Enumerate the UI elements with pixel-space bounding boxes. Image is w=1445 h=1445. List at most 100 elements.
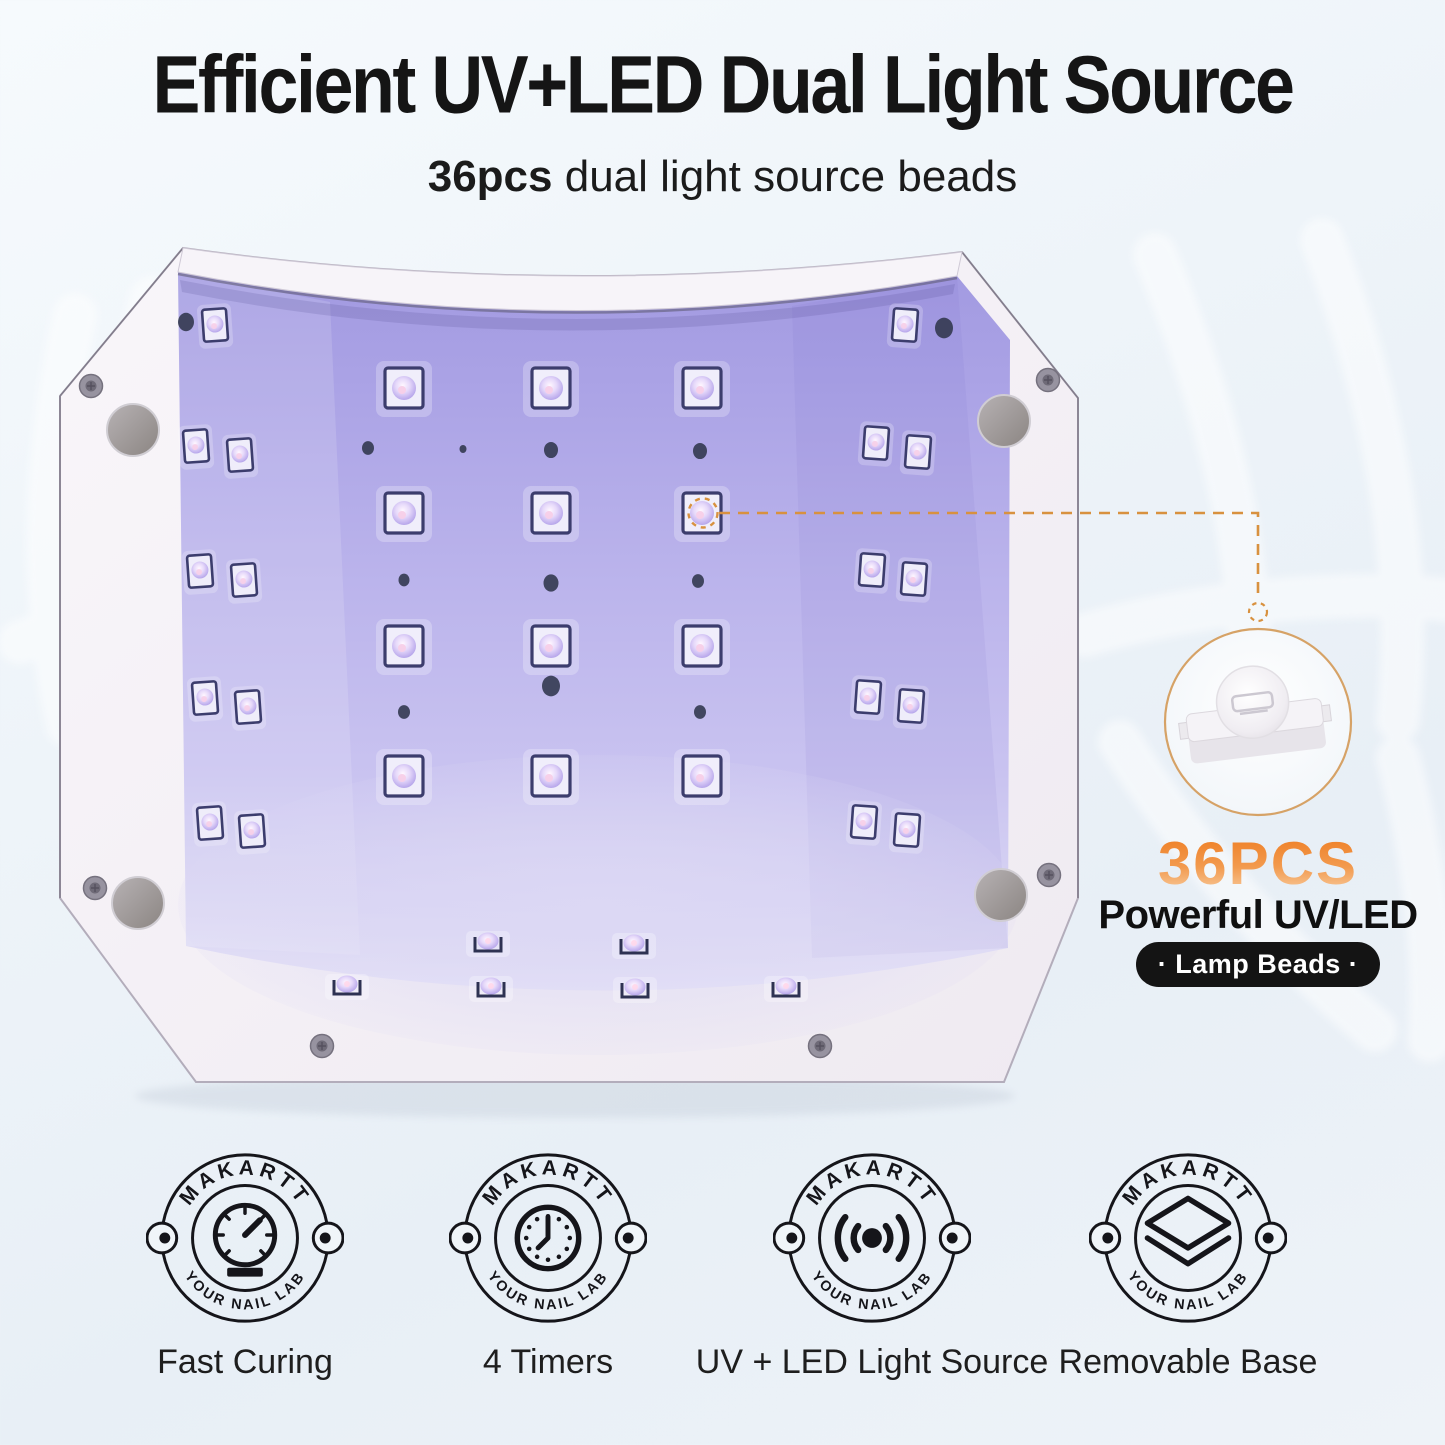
rim-slot-line bbox=[177, 272, 958, 314]
lamp-shadow bbox=[135, 1074, 1015, 1118]
led-bead bbox=[229, 685, 267, 731]
led-bead bbox=[376, 361, 432, 417]
led-bead bbox=[376, 486, 432, 542]
led-chip-illustration bbox=[1178, 665, 1332, 764]
led-bead bbox=[674, 619, 730, 675]
led-bead bbox=[376, 619, 432, 675]
led-bead bbox=[674, 361, 730, 417]
feature-1: MAKARTT YOUR NAIL LAB Fast Curing bbox=[120, 1139, 370, 1382]
page-title: Efficient UV+LED Dual Light Source bbox=[152, 38, 1295, 131]
callout-end-ring bbox=[1247, 601, 1269, 623]
vent-dot bbox=[692, 574, 704, 588]
subtitle-rest: dual light source beads bbox=[552, 152, 1018, 201]
magnet bbox=[977, 394, 1031, 448]
vent-dot bbox=[693, 442, 707, 460]
vent-dot bbox=[178, 312, 194, 332]
led-bead bbox=[523, 619, 579, 675]
callout-source-ring bbox=[687, 497, 719, 529]
stamp-brand-text: MAKARTT bbox=[1118, 1156, 1258, 1209]
led-bead bbox=[177, 424, 215, 470]
screw bbox=[309, 1033, 335, 1059]
stamp-brand-text: MAKARTT bbox=[478, 1156, 618, 1209]
stamp-inner-ring bbox=[1134, 1184, 1242, 1292]
screw bbox=[807, 1033, 833, 1059]
stamp-inner-ring bbox=[818, 1184, 926, 1292]
led-count-graphic: 36PCS bbox=[1158, 830, 1358, 897]
led-bead bbox=[221, 433, 259, 479]
callout-headline: Powerful UV/LED bbox=[1098, 893, 1418, 937]
lamp-hardware bbox=[78, 367, 1062, 1059]
vent-dot bbox=[542, 675, 560, 697]
led-bead bbox=[888, 808, 926, 854]
cavity-floor-glow bbox=[178, 755, 1018, 1055]
vent-dot bbox=[544, 441, 558, 459]
screw bbox=[1035, 367, 1061, 393]
lamp-beads-pill-wrap: · Lamp Beads · bbox=[1028, 942, 1445, 987]
callout-dashed-line bbox=[719, 511, 1260, 598]
vent-dot bbox=[694, 705, 706, 719]
lamp-led-beads bbox=[177, 303, 937, 1003]
led-bead bbox=[376, 749, 432, 805]
led-bead bbox=[233, 809, 271, 855]
feature-2: MAKARTT YOUR NAIL LAB 4 Timers bbox=[423, 1139, 673, 1382]
stamp-inner-ring bbox=[191, 1184, 299, 1292]
rim-inner-shadow bbox=[180, 280, 955, 331]
led-bead bbox=[186, 676, 224, 722]
screw bbox=[1036, 862, 1062, 888]
vent-dot bbox=[935, 317, 953, 339]
lamp-top-rim bbox=[177, 247, 963, 312]
stamp-brand-text: MAKARTT bbox=[802, 1156, 942, 1209]
led-bead bbox=[325, 974, 369, 1000]
led-bead bbox=[849, 675, 887, 721]
feature-4: MAKARTT YOUR NAIL LAB Removable Base bbox=[1059, 1139, 1317, 1382]
vent-dot bbox=[398, 705, 410, 719]
led-bead bbox=[857, 421, 895, 467]
vent-dot bbox=[362, 441, 374, 455]
magnet bbox=[974, 868, 1028, 922]
vent-dot bbox=[398, 573, 410, 587]
led-bead bbox=[853, 548, 891, 594]
led-bead bbox=[886, 303, 924, 349]
feature-3: MAKARTT YOUR NAIL LAB UV + LED Light Sourc… bbox=[696, 1139, 1048, 1382]
speedometer-icon bbox=[212, 1202, 278, 1277]
led-bead bbox=[225, 558, 263, 604]
vent-dot bbox=[543, 574, 559, 592]
left-wall-highlight bbox=[178, 272, 360, 955]
magnet bbox=[111, 876, 165, 930]
led-bead bbox=[764, 976, 808, 1002]
feature-label: Fast Curing bbox=[157, 1343, 333, 1381]
stamp-outer-ring bbox=[1103, 1153, 1273, 1323]
led-bead bbox=[191, 801, 229, 847]
screw bbox=[82, 875, 108, 901]
led-bead bbox=[196, 303, 234, 349]
led-bead bbox=[469, 976, 513, 1002]
led-bead bbox=[892, 684, 930, 730]
led-bead bbox=[895, 557, 933, 603]
stamp-inner-ring bbox=[494, 1184, 602, 1292]
led-bead bbox=[674, 749, 730, 805]
led-bead bbox=[845, 800, 883, 846]
stamp-brand-text: MAKARTT bbox=[175, 1156, 315, 1209]
feature-label: Removable Base bbox=[1058, 1343, 1318, 1381]
led-bead bbox=[612, 933, 656, 959]
led-count-text: 36PCS bbox=[1158, 830, 1358, 897]
led-bead bbox=[613, 977, 657, 1003]
magnet bbox=[106, 403, 160, 457]
led-bead bbox=[523, 486, 579, 542]
led-bead bbox=[899, 430, 937, 476]
led-callout bbox=[687, 497, 1353, 817]
lamp-beads-pill: · Lamp Beads · bbox=[1135, 942, 1381, 987]
clock-icon bbox=[514, 1204, 582, 1272]
screw bbox=[78, 373, 104, 399]
shell-edge-lines bbox=[59, 247, 1079, 898]
feature-label: 4 Timers bbox=[482, 1343, 614, 1381]
feature-label: UV + LED Light Source bbox=[695, 1343, 1049, 1381]
page-subtitle: 36pcs dual light source beads bbox=[0, 152, 1445, 202]
led-bead bbox=[181, 549, 219, 595]
nail-lamp-photo bbox=[59, 246, 1079, 1083]
